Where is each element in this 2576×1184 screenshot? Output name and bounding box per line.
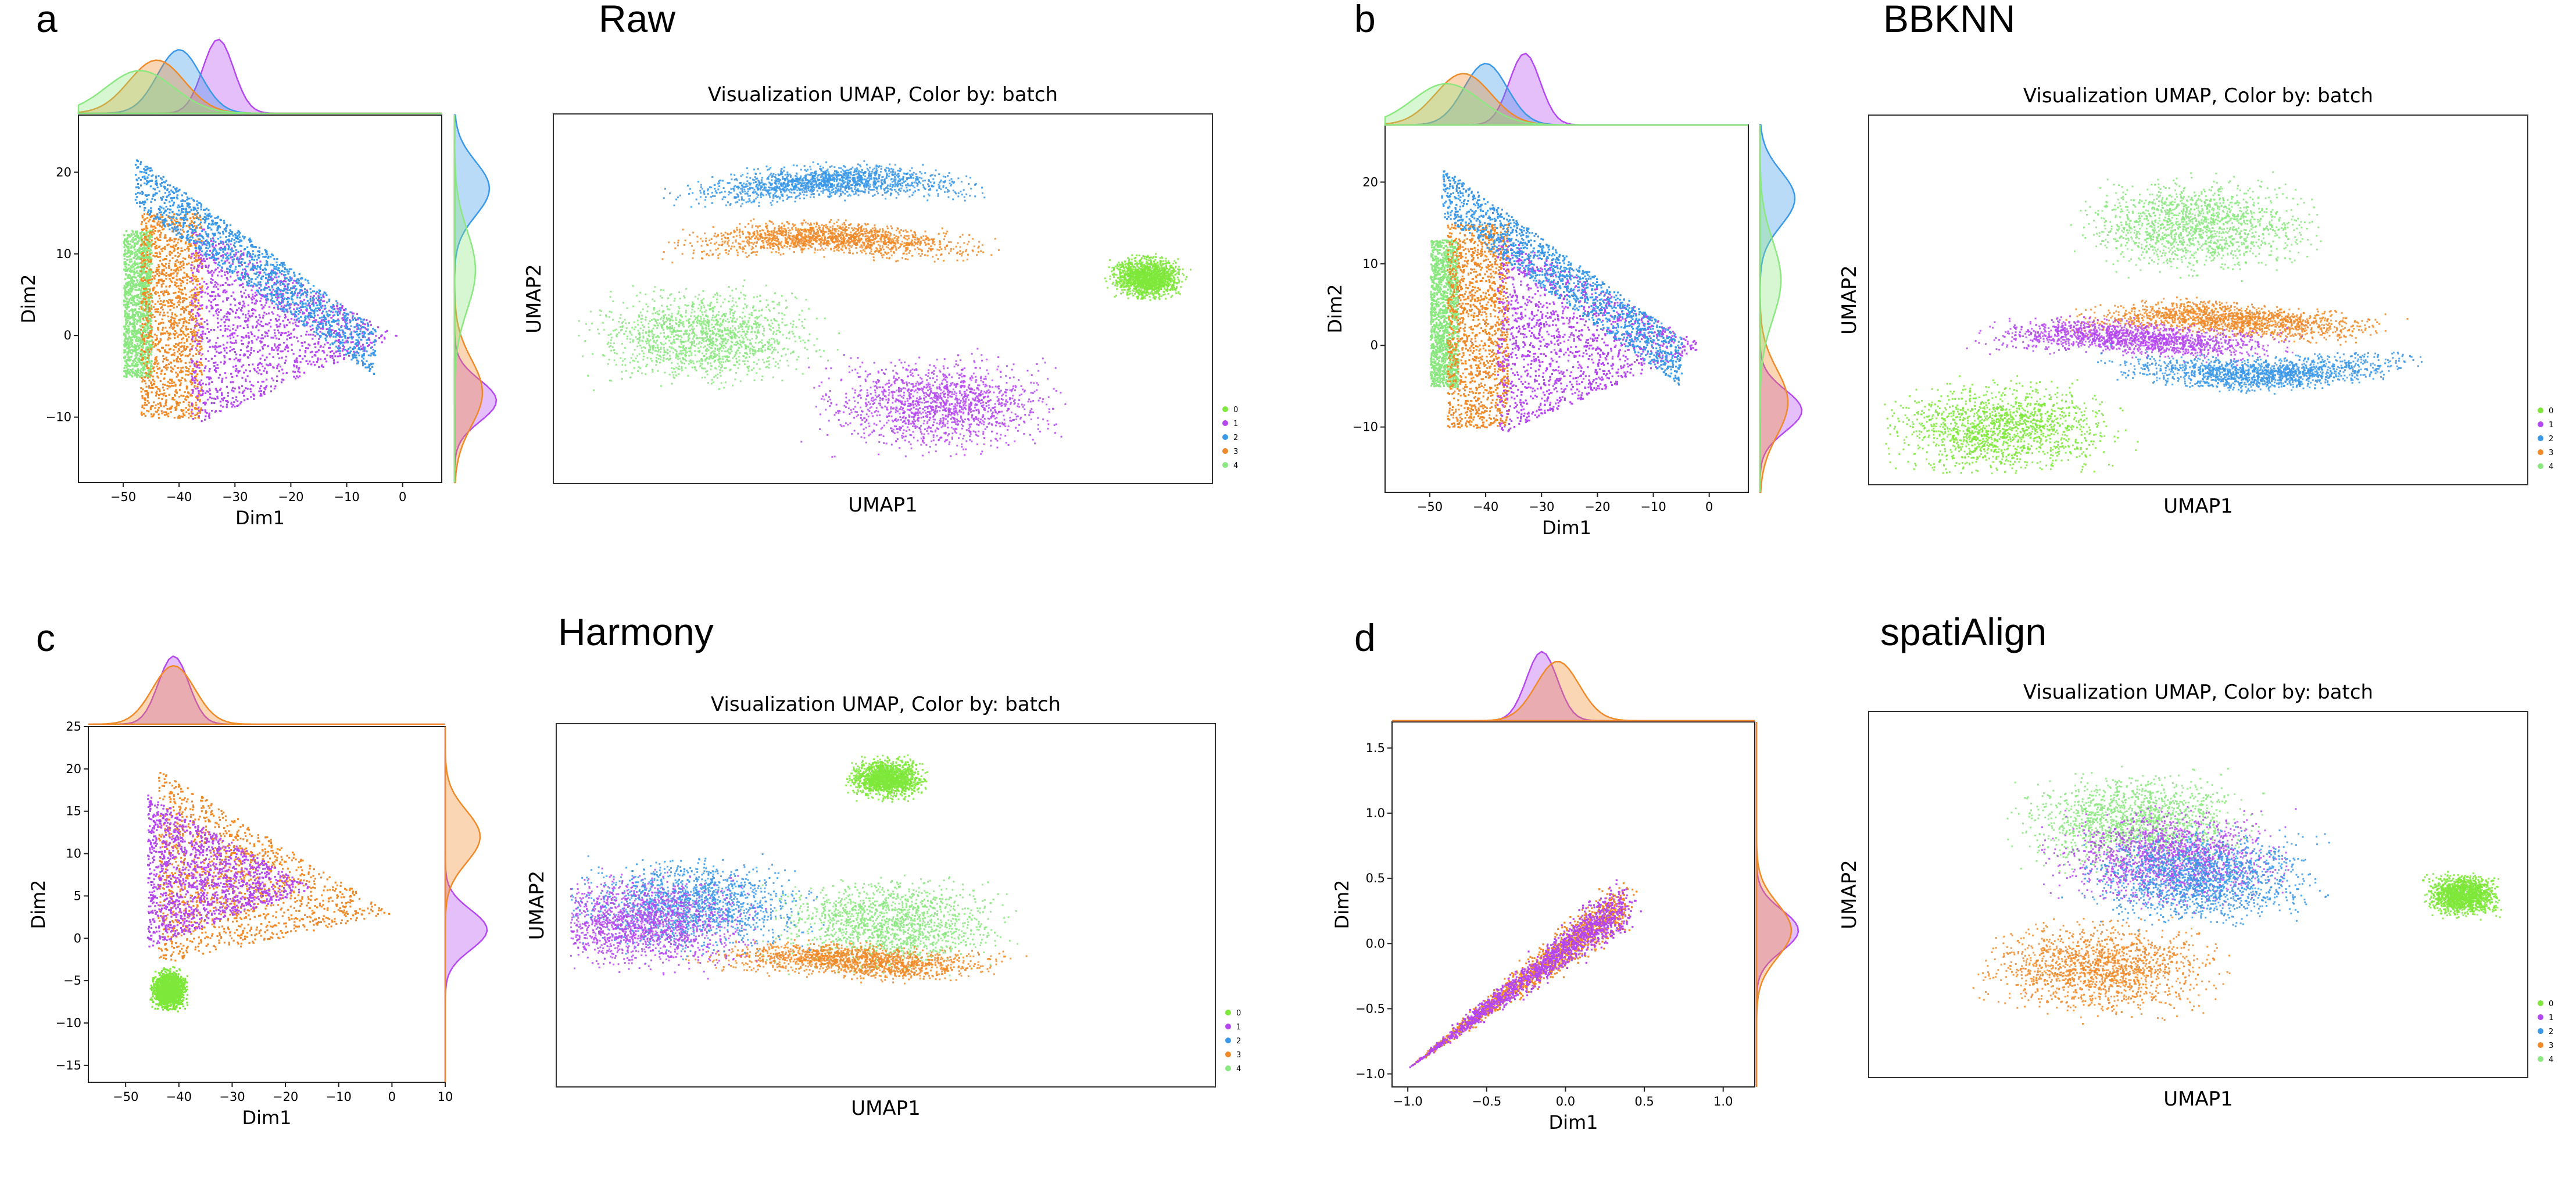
scatter-point — [126, 345, 127, 346]
scatter-point — [134, 289, 136, 291]
scatter-point — [123, 352, 125, 353]
scatter-point — [136, 243, 138, 245]
scatter-point — [127, 320, 129, 321]
scatter-point — [131, 233, 133, 235]
scatter-point — [123, 375, 125, 377]
scatter-point — [130, 235, 131, 237]
scatter-point — [133, 270, 135, 272]
scatter-point — [149, 263, 151, 265]
scatter-point — [132, 311, 134, 313]
scatter-point — [127, 243, 129, 245]
scatter-point — [149, 353, 151, 355]
scatter-point — [139, 306, 141, 307]
panel-label: a — [36, 0, 58, 40]
scatter-point — [129, 351, 131, 353]
scatter-point — [126, 359, 127, 361]
scatter-point — [134, 262, 135, 264]
scatter-point — [137, 332, 138, 334]
scatter-point — [124, 343, 126, 345]
scatter-point — [130, 297, 132, 299]
scatter-point — [139, 277, 141, 278]
scatter-point — [123, 234, 125, 236]
scatter-point — [146, 284, 148, 286]
scatter-point — [125, 324, 127, 325]
scatter-point — [147, 326, 149, 328]
scatter-point — [124, 355, 126, 357]
scatter-point — [142, 370, 144, 371]
scatter-point — [125, 331, 127, 332]
scatter-point — [128, 310, 130, 312]
scatter-point — [146, 257, 148, 259]
scatter-point — [134, 268, 135, 270]
scatter-point — [125, 273, 127, 275]
scatter-point — [144, 328, 145, 330]
scatter-point — [141, 287, 142, 289]
scatter-point — [130, 340, 131, 342]
scatter-point — [128, 289, 130, 291]
scatter-point — [134, 372, 135, 374]
scatter-point — [123, 304, 125, 306]
scatter-point — [129, 293, 131, 295]
scatter-point — [146, 330, 148, 331]
figure-canvas: a Raw−50 −40 −30 −20 −10 0−1001020Dim1Dim2Visu… — [0, 0, 2576, 1184]
scatter-point — [123, 300, 125, 302]
scatter-point — [138, 283, 139, 285]
method-title: Raw — [599, 0, 675, 40]
scatter-point — [135, 258, 137, 260]
scatter-point — [125, 319, 127, 321]
scatter-point — [137, 343, 138, 345]
scatter-point — [127, 269, 128, 271]
scatter-point — [128, 324, 130, 325]
scatter-point — [142, 372, 144, 374]
panel-a: a Raw−50 −40 −30 −20 −10 0−1001020Dim1Dim2Visu… — [17, 0, 1238, 529]
scatter-point — [139, 321, 141, 323]
scatter-point — [127, 325, 128, 327]
scatter-point — [133, 274, 135, 276]
scatter-point — [136, 323, 138, 325]
scatter-point — [138, 308, 140, 310]
scatter-point — [150, 249, 152, 251]
scatter-point — [140, 248, 142, 249]
scatter-point — [133, 233, 135, 235]
scatter-point — [134, 249, 135, 251]
scatter-point — [132, 241, 134, 243]
scatter-point — [145, 331, 146, 333]
scatter-point — [126, 238, 128, 240]
scatter-point — [124, 278, 126, 280]
scatter-point — [134, 314, 136, 316]
scatter-point — [123, 246, 125, 248]
scatter-point — [134, 284, 136, 286]
scatter-point — [131, 260, 133, 262]
scatter-point — [151, 252, 153, 253]
scatter-point — [131, 330, 133, 331]
scatter-point — [124, 346, 126, 348]
scatter-point — [126, 259, 128, 261]
scatter-point — [138, 301, 139, 302]
scatter-point — [126, 240, 127, 242]
scatter-point — [131, 375, 133, 377]
scatter-point — [124, 360, 126, 362]
scatter-point — [135, 336, 137, 338]
scatter-point — [144, 249, 146, 251]
scatter-point — [129, 346, 131, 348]
scatter-point — [134, 260, 135, 262]
scatter-point — [124, 313, 126, 315]
scatter-point — [134, 319, 136, 320]
scatter-point — [124, 263, 126, 265]
scatter-point — [130, 241, 131, 242]
scatter-point — [150, 256, 152, 258]
scatter-point — [142, 305, 144, 306]
scatter-point — [150, 341, 152, 342]
